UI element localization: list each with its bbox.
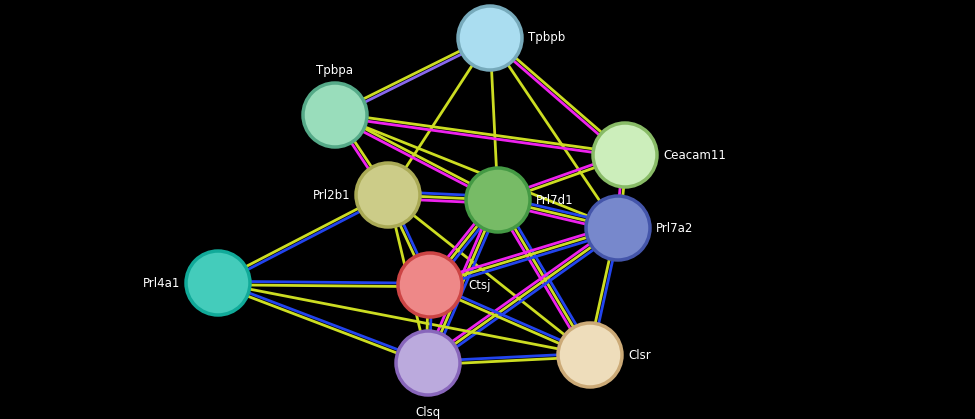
Text: Ctsj: Ctsj	[468, 279, 490, 292]
Text: Prl7d1: Prl7d1	[536, 194, 573, 207]
Text: Clsq: Clsq	[415, 406, 441, 419]
Circle shape	[458, 6, 522, 70]
Circle shape	[186, 251, 250, 315]
Circle shape	[593, 123, 657, 187]
Text: Tpbpb: Tpbpb	[528, 31, 566, 44]
Circle shape	[586, 196, 650, 260]
Circle shape	[356, 163, 420, 227]
Text: Ceacam11: Ceacam11	[663, 148, 725, 161]
Circle shape	[466, 168, 530, 232]
Circle shape	[398, 253, 462, 317]
Text: Tpbpa: Tpbpa	[317, 64, 354, 77]
Text: Clsr: Clsr	[628, 349, 650, 362]
Text: Prl2b1: Prl2b1	[312, 189, 350, 202]
Text: Prl7a2: Prl7a2	[656, 222, 693, 235]
Circle shape	[396, 331, 460, 395]
Text: Prl4a1: Prl4a1	[142, 277, 180, 290]
Circle shape	[558, 323, 622, 387]
Circle shape	[303, 83, 367, 147]
